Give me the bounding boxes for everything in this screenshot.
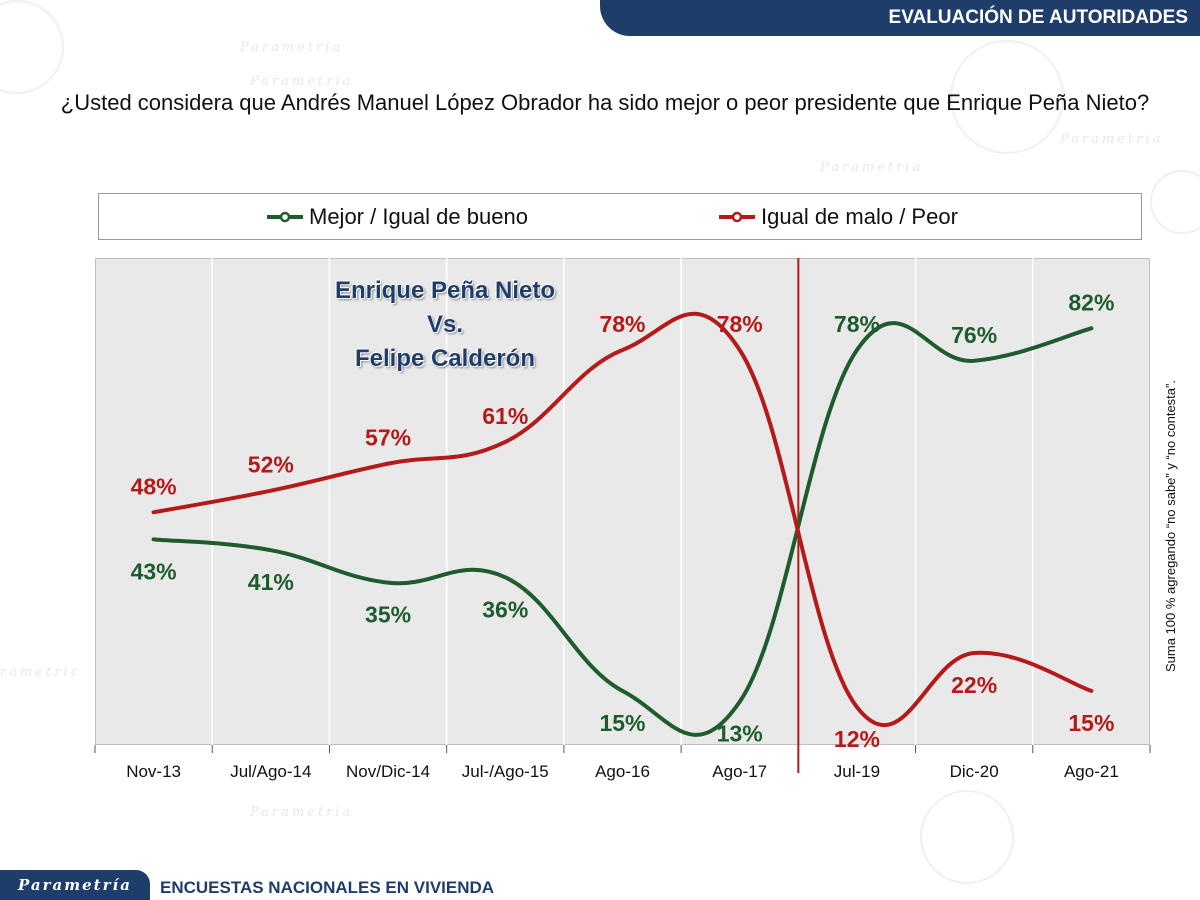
x-tick-label: Jul-/Ago-15 [462,762,549,781]
legend-item-peor: Igual de malo / Peor [719,204,958,230]
x-tick-label: Ago-17 [712,762,767,781]
overlay-line-3: Felipe Calderón [354,345,536,372]
decorative-circle [1150,170,1200,234]
data-label-mejor: 82% [1068,289,1114,315]
header-banner-title: EVALUACIÓN DE AUTORIDADES [888,7,1188,28]
x-tick-label: Nov/Dic-14 [346,762,430,781]
data-label-peor: 78% [599,311,645,337]
data-label-peor: 48% [131,473,177,499]
parametria-logo: Parametría [0,870,150,900]
legend-label-peor: Igual de malo / Peor [761,204,958,229]
header-banner: EVALUACIÓN DE AUTORIDADES [600,0,1200,36]
data-label-peor: 15% [1068,710,1114,736]
watermark-text: rametric [0,665,81,680]
data-label-peor: 12% [834,726,880,752]
watermark-text: Parametria [250,805,354,820]
watermark-text: Parametria [250,74,354,89]
chart-legend: Mejor / Igual de bueno Igual de malo / P… [98,193,1142,240]
watermark-text: Parametria [240,40,344,55]
data-label-peor: 61% [482,403,528,429]
series-line-mejor [151,321,1094,737]
side-note: Suma 100 % agregando “no sabe” y “no con… [1163,380,1178,672]
watermark-text: Parametria [820,160,924,175]
watermark-text: Parametria [1060,132,1164,147]
data-label-peor: 52% [248,452,294,478]
comparison-overlay: Enrique Peña Nieto Vs. Felipe Calderón [300,274,590,376]
data-label-mejor: 13% [717,721,763,747]
x-tick-label: Dic-20 [950,762,999,781]
data-label-peor: 78% [717,311,763,337]
survey-question: ¿Usted considera que Andrés Manuel López… [60,90,1150,115]
data-label-mejor: 15% [599,710,645,736]
plot-area [95,258,1150,745]
x-tick-label: Jul/Ago-14 [230,762,311,781]
data-label-mejor: 35% [365,602,411,628]
decorative-circle [950,40,1064,154]
footer-text: ENCUESTAS NACIONALES EN VIVIENDA [160,878,495,897]
legend-marker-green-icon [267,211,303,223]
legend-label-mejor: Mejor / Igual de bueno [309,204,528,229]
x-tick-label: Ago-21 [1064,762,1119,781]
decorative-circle [920,790,1014,884]
data-label-peor: 57% [365,425,411,451]
x-tick-label: Nov-13 [126,762,181,781]
x-tick-label: Ago-16 [595,762,650,781]
legend-marker-red-icon [719,211,755,223]
data-label-mejor: 43% [131,558,177,584]
legend-item-mejor: Mejor / Igual de bueno [267,204,528,230]
x-tick-label: Jul-19 [834,762,880,781]
data-label-mejor: 76% [951,322,997,348]
data-label-mejor: 41% [248,569,294,595]
data-label-mejor: 78% [834,311,880,337]
data-label-mejor: 36% [482,596,528,622]
series-line-peor [151,311,1094,727]
data-label-peor: 22% [951,672,997,698]
overlay-line-1: Enrique Peña Nieto [334,277,556,304]
overlay-line-2: Vs. [426,311,464,338]
